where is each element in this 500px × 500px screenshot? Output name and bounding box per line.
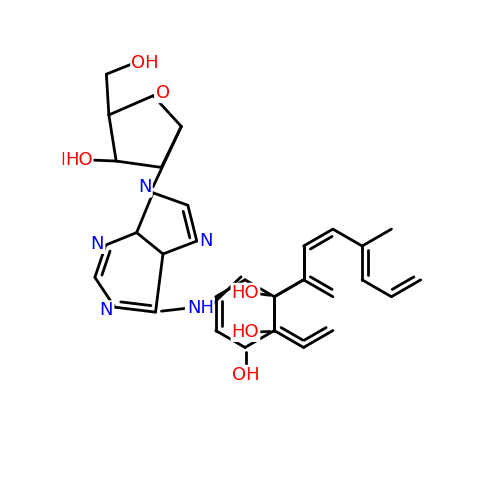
- Text: N: N: [199, 232, 212, 250]
- Text: OH: OH: [132, 54, 159, 72]
- Text: NH: NH: [186, 299, 213, 317]
- Text: OH: OH: [132, 54, 159, 72]
- Text: N: N: [90, 235, 104, 253]
- Text: N: N: [138, 179, 151, 197]
- Text: HO: HO: [65, 151, 92, 169]
- Text: N: N: [100, 302, 114, 320]
- Text: HO: HO: [232, 323, 260, 341]
- Text: O: O: [155, 84, 169, 102]
- Text: O: O: [156, 84, 170, 102]
- Text: N: N: [199, 231, 212, 249]
- Text: HO: HO: [232, 284, 260, 302]
- Text: HO: HO: [60, 151, 88, 169]
- Text: HO: HO: [232, 284, 260, 302]
- Text: HO: HO: [232, 323, 260, 341]
- Text: N: N: [138, 178, 152, 196]
- Text: NH: NH: [187, 299, 214, 317]
- Text: N: N: [91, 235, 104, 253]
- Text: OH: OH: [232, 366, 260, 384]
- Text: OH: OH: [232, 366, 260, 384]
- Text: N: N: [99, 301, 112, 319]
